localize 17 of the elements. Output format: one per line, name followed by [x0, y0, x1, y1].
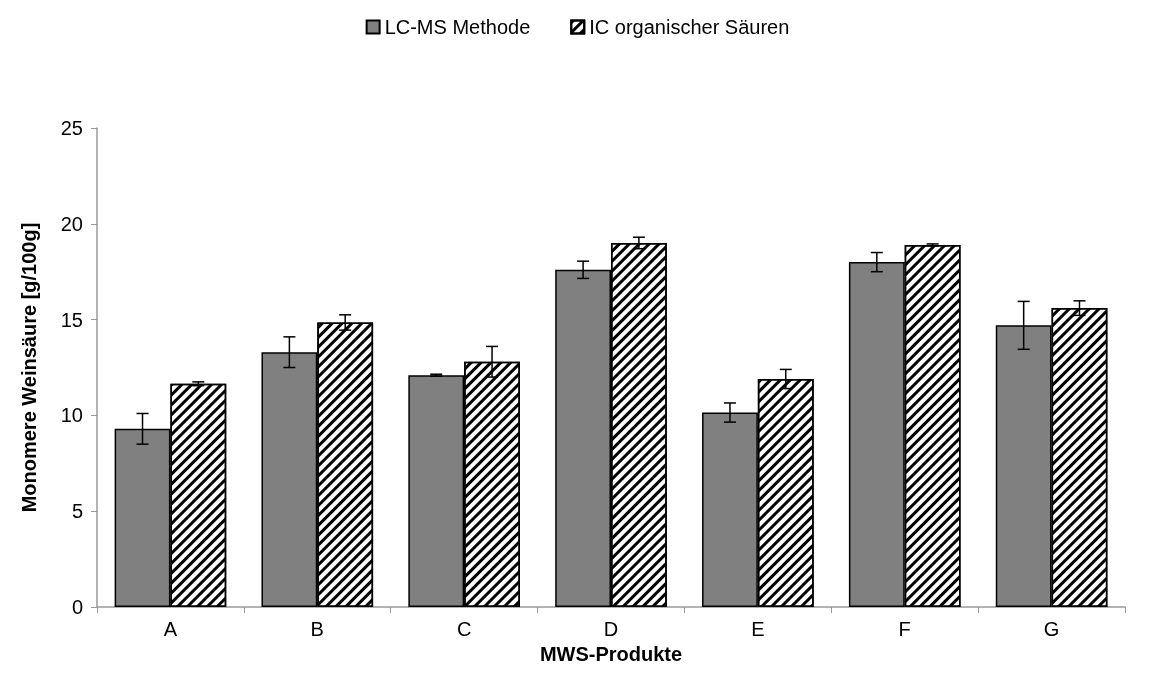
- x-tick-label: C: [456, 618, 472, 640]
- legend-label: LC-MS Methode: [384, 16, 531, 38]
- x-tick-label: E: [751, 618, 765, 640]
- y-tick-label: 15: [60, 308, 83, 331]
- legend-label: IC organischer Säuren: [589, 16, 790, 38]
- y-axis-title: Monomere Weinsäure [g/100g]: [18, 222, 40, 513]
- x-tick-label: A: [163, 618, 178, 640]
- x-axis-title: MWS-Produkte: [539, 642, 683, 665]
- x-tick-label: G: [1043, 618, 1060, 640]
- y-tick-label: 10: [60, 404, 83, 427]
- y-tick-label: 20: [60, 212, 83, 235]
- y-tick-label: 5: [71, 500, 83, 523]
- y-tick-label: 25: [60, 117, 83, 139]
- x-tick-label: D: [603, 618, 619, 640]
- y-tick-label: 0: [71, 596, 83, 618]
- x-tick-label: F: [898, 618, 911, 640]
- x-tick-label: B: [310, 618, 324, 640]
